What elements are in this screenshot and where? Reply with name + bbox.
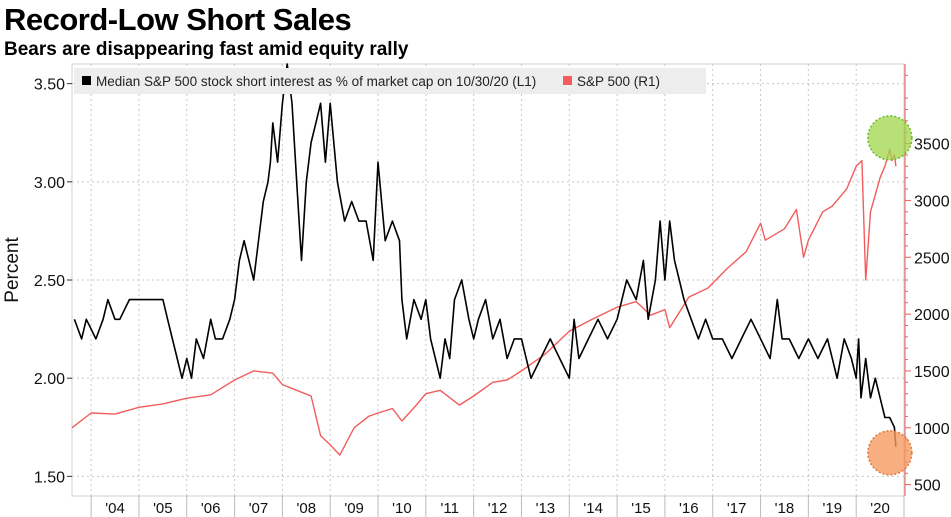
tick-label-right: 2500 — [914, 250, 950, 267]
tick-label-left: 2.00 — [34, 371, 65, 388]
chart-subtitle: Bears are disappearing fast amid equity … — [4, 39, 409, 60]
legend-swatch-sp500 — [563, 76, 572, 85]
highlight-short-interest-low — [867, 430, 913, 476]
tick-label-x: '20 — [870, 500, 890, 517]
tick-label-x: '16 — [679, 500, 699, 517]
highlight-markers — [867, 115, 913, 476]
x-axis: '04 '05 '06 '07 '08 '09 '10 '11 '12 '13 '14 '15 '16 '… — [90, 496, 905, 517]
tick-label-right: 500 — [914, 478, 941, 495]
tick-label-x: '17 — [727, 500, 747, 517]
tick-label-x: '14 — [583, 500, 603, 517]
tick-label-right: 1000 — [914, 421, 950, 438]
tick-label-x: '07 — [249, 500, 269, 517]
tick-label-x: '05 — [153, 500, 173, 517]
tick-label-right: 1500 — [914, 364, 950, 381]
legend-label-sp500: S&P 500 (R1) — [577, 74, 660, 89]
y-axis-label: Percent — [2, 237, 23, 303]
chart-title: Record-Low Short Sales — [4, 2, 352, 37]
gridlines — [72, 64, 904, 496]
tick-label-right: 3000 — [914, 193, 950, 210]
tick-label-x: '19 — [822, 500, 842, 517]
tick-label-x: '08 — [297, 500, 317, 517]
tick-label-x: '06 — [201, 500, 221, 517]
legend: Median S&P 500 stock short interest as %… — [74, 68, 706, 94]
y-axis-left: 1.50 2.00 2.50 3.00 3.50 — [34, 77, 72, 486]
tick-label-x: '12 — [488, 500, 508, 517]
legend-swatch-short-interest — [82, 76, 91, 85]
tick-label-x: '18 — [775, 500, 795, 517]
tick-label-left: 3.00 — [34, 175, 65, 192]
y-axis-right: 500 1000 1500 2000 2500 3000 3500 — [904, 64, 950, 496]
series-line-sp500 — [71, 148, 897, 456]
series-layer — [71, 63, 897, 456]
legend-background — [74, 68, 706, 94]
tick-label-left: 2.50 — [34, 273, 65, 290]
tick-label-right: 2000 — [914, 307, 950, 324]
series-line-short-interest — [73, 63, 897, 447]
tick-label-right: 3500 — [914, 137, 950, 154]
tick-label-left: 1.50 — [34, 469, 65, 486]
tick-label-x: '11 — [441, 500, 459, 517]
tick-label-x: '15 — [631, 500, 651, 517]
tick-label-x: '10 — [392, 500, 412, 517]
legend-label-short-interest: Median S&P 500 stock short interest as %… — [96, 74, 536, 89]
tick-label-x: '04 — [105, 500, 125, 517]
tick-label-left: 3.50 — [34, 77, 65, 94]
tick-label-x: '13 — [536, 500, 556, 517]
highlight-sp500-high — [867, 115, 913, 161]
tick-label-x: '09 — [344, 500, 364, 517]
